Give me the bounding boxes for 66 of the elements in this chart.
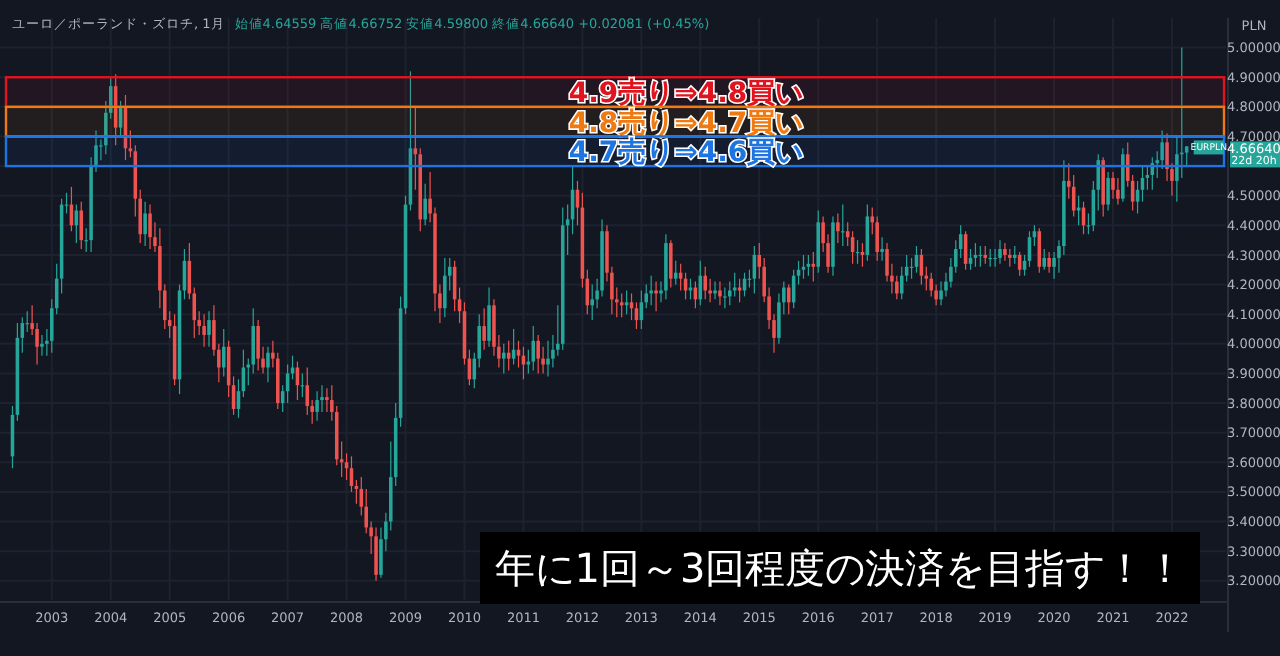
candlestick [143,201,147,247]
candlestick [875,215,879,262]
candlestick [536,334,540,375]
candlestick [939,281,943,306]
candlestick [718,281,722,306]
candlestick [546,340,550,377]
candlestick [1101,156,1105,218]
candlestick [786,283,791,315]
candlestick [836,212,840,244]
candlestick [654,281,658,312]
candlestick [256,319,260,372]
candlestick [502,343,506,375]
candlestick [79,201,84,250]
candlestick [723,286,727,309]
candlestick [1047,251,1051,274]
candlestick [1111,171,1115,200]
candlestick [713,281,717,300]
candlestick [487,286,491,348]
candlestick [1106,171,1110,212]
candlestick [929,272,933,298]
candlestick [221,328,226,377]
band-label: 4.9売り⇒4.8買い [568,78,804,111]
candlestick [673,260,678,286]
candlestick [25,310,29,333]
candlestick [664,233,668,300]
candlestick [624,289,629,315]
candlestick [315,390,319,422]
candlestick [841,204,845,247]
candlestick [703,266,707,300]
candlestick [880,236,884,262]
candlestick [801,254,806,280]
candlestick [1116,177,1120,206]
candlestick [973,242,978,268]
candlestick [482,307,486,351]
candlestick [325,387,329,413]
candlestick [148,204,152,250]
band-label: 4.8売り⇒4.7買い [568,107,804,140]
candlestick [590,283,594,321]
candlestick [207,310,211,348]
candlestick [619,292,624,318]
candlestick [266,346,270,383]
candlestick [320,384,324,413]
candlestick [1042,248,1046,271]
candlestick [443,257,447,318]
candlestick [649,275,653,306]
candlestick [669,239,673,289]
band-label: 4.7売り⇒4.6買い [568,137,804,170]
candlestick [531,325,536,372]
candlestick [860,242,865,268]
candlestick [993,248,997,268]
candlestick [202,313,206,348]
candlestick [374,526,378,582]
candlestick [1121,147,1125,203]
candlestick [305,366,310,416]
candlestick [831,215,835,277]
annotation: 年に1回～3回程度の決済を目指す！！ [494,544,1186,592]
candlestick [1003,242,1007,262]
candlestick [806,254,811,277]
candlestick [40,334,44,357]
candlestick [816,209,820,274]
candlestick [728,281,732,306]
candlestick [811,251,816,283]
candlestick [998,239,1002,265]
candlestick [1076,195,1081,226]
candlestick [1160,129,1164,170]
candlestick [423,183,427,226]
